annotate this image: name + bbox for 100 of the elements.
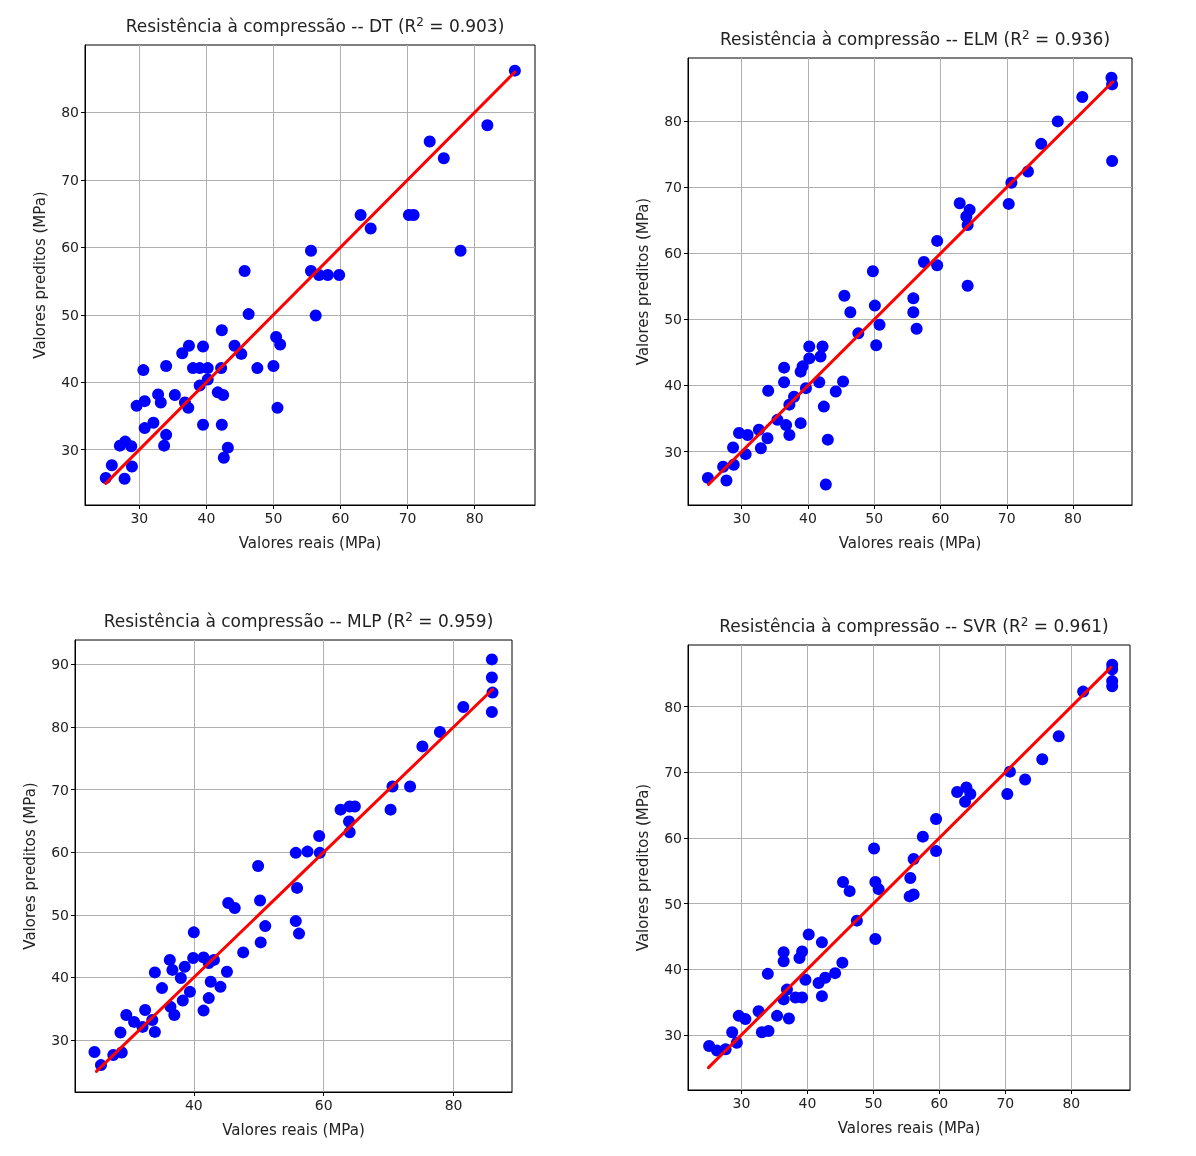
point — [178, 960, 191, 973]
point — [214, 980, 227, 993]
point — [271, 401, 284, 414]
point — [174, 972, 187, 985]
y-tick-label: 80 — [51, 719, 69, 736]
point — [951, 786, 964, 799]
x-tick-label: 70 — [997, 510, 1016, 526]
y-tick-label: 60 — [664, 829, 682, 846]
point — [815, 936, 828, 949]
point — [114, 1026, 127, 1039]
y-tick-label: 60 — [61, 239, 79, 256]
point — [139, 1003, 152, 1016]
x-tick-label: 60 — [331, 510, 350, 526]
point — [803, 352, 816, 365]
point — [727, 441, 740, 454]
point — [259, 920, 272, 933]
point — [187, 952, 200, 965]
point — [384, 803, 397, 816]
x-axis-title: Valores reais (MPa) — [222, 1120, 365, 1139]
point — [868, 299, 881, 312]
point — [215, 324, 228, 337]
point — [868, 842, 881, 855]
y-axis-title: Valores preditos (MPa) — [30, 191, 49, 359]
point — [903, 890, 916, 903]
point — [904, 872, 917, 884]
y-tick-label: 30 — [664, 443, 682, 460]
point — [816, 340, 829, 353]
point — [215, 418, 228, 431]
y-tick-label: 80 — [664, 113, 682, 130]
point — [416, 740, 429, 753]
point — [844, 306, 857, 319]
point — [1052, 730, 1065, 743]
x-tick-label: 80 — [465, 510, 484, 526]
point — [120, 1009, 133, 1021]
point — [739, 1013, 752, 1026]
point — [293, 927, 306, 940]
point — [817, 400, 830, 413]
point — [1001, 787, 1014, 800]
point — [761, 967, 774, 980]
point — [720, 474, 733, 487]
point — [803, 340, 816, 353]
x-tick-label: 30 — [130, 510, 149, 526]
y-tick-label: 80 — [664, 698, 682, 715]
point — [931, 259, 944, 272]
y-tick-label: 50 — [664, 895, 682, 912]
y-tick-label: 80 — [61, 104, 79, 121]
point — [481, 119, 494, 132]
y-tick-label: 70 — [61, 171, 79, 188]
point — [829, 385, 842, 398]
x-tick-label: 30 — [732, 1095, 751, 1111]
point — [138, 395, 151, 408]
point — [291, 881, 304, 894]
point — [872, 883, 885, 896]
point — [437, 152, 450, 165]
point — [783, 429, 796, 442]
point — [953, 197, 966, 210]
point — [782, 1012, 795, 1025]
point — [404, 780, 417, 793]
point — [794, 417, 807, 430]
point — [1051, 115, 1064, 128]
point — [778, 361, 791, 374]
y-tick-label: 40 — [61, 374, 79, 391]
x-tick-label: 50 — [865, 510, 884, 526]
point — [754, 442, 767, 455]
x-tick-label: 40 — [197, 510, 216, 526]
point — [163, 953, 176, 966]
y-tick-label: 40 — [664, 377, 682, 394]
x-tick-label: 30 — [732, 510, 751, 526]
point — [423, 135, 436, 148]
point — [313, 829, 326, 842]
point — [154, 396, 167, 409]
point — [147, 416, 160, 429]
x-tick-label: 60 — [930, 1095, 949, 1111]
point — [137, 364, 150, 377]
y-tick-label: 60 — [51, 844, 69, 861]
point — [88, 1045, 101, 1058]
point — [254, 894, 267, 907]
point — [305, 244, 318, 257]
point — [1019, 773, 1032, 786]
point — [125, 440, 138, 453]
y-axis-title: Valores preditos (MPa) — [633, 197, 652, 366]
x-tick-label: 70 — [398, 510, 417, 526]
point — [187, 926, 200, 939]
y-axis-title: Valores preditos (MPa) — [633, 783, 652, 952]
point — [128, 1015, 141, 1028]
point — [158, 439, 171, 452]
point — [160, 428, 173, 441]
point — [197, 340, 210, 353]
point — [870, 339, 883, 352]
point — [274, 338, 287, 351]
point — [793, 952, 806, 965]
point — [907, 306, 920, 319]
y-tick-label: 30 — [61, 441, 79, 458]
x-axis-title: Valores reais (MPa) — [837, 1118, 981, 1137]
point — [485, 653, 498, 666]
point — [866, 265, 879, 278]
point — [930, 812, 943, 825]
point — [780, 419, 793, 432]
x-tick-label: 40 — [184, 1097, 203, 1113]
y-tick-label: 70 — [664, 179, 682, 196]
